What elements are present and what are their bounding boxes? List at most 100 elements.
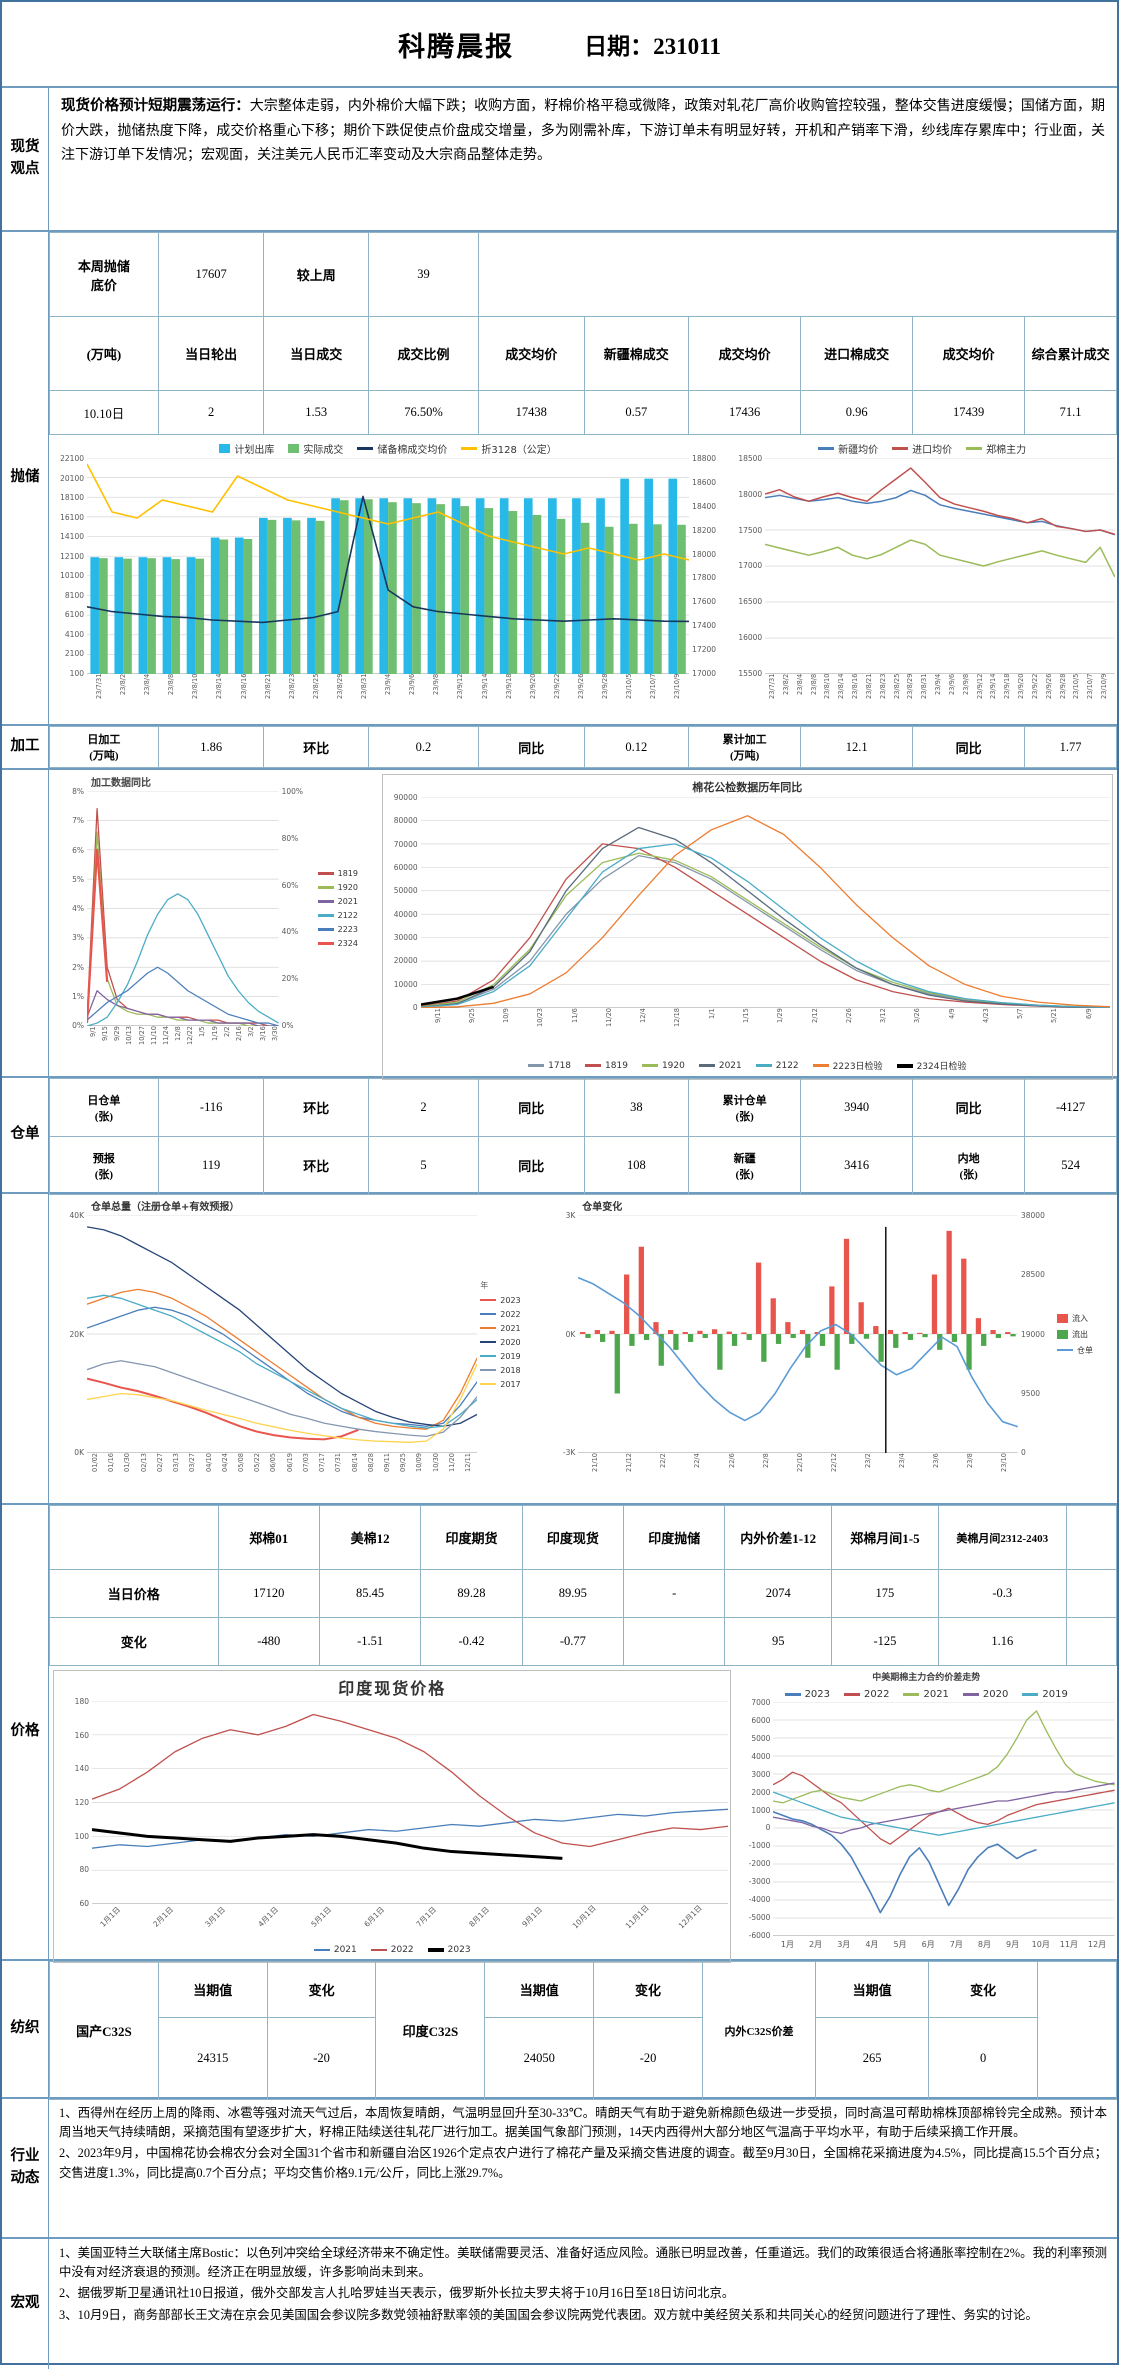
x-axis: 23/7/31 23/8/2 23/8/4 23/8/8 23/8/10 23/8/14 2… (95, 674, 682, 700)
legend-swatch (480, 1354, 497, 1358)
legend-swatch (892, 447, 909, 450)
section-label: 加工 (2, 726, 49, 768)
report-header: 科腾晨报 日期：231011 (2, 2, 1117, 88)
table-cell: 524 (1024, 1136, 1117, 1195)
vs-last-week-value: 39 (368, 232, 479, 317)
table-header-cell: 印度抛储 (623, 1505, 726, 1570)
vs-last-week-label: 较上周 (263, 232, 370, 317)
table-cell: 17120 (217, 1569, 320, 1618)
date-prefix: 日期： (584, 34, 654, 59)
legend-swatch (1056, 1329, 1068, 1339)
table-cell: 1.86 (157, 726, 265, 768)
y-axis: 90000 80000 70000 60000 50000 40000 30000 20000… (393, 793, 418, 1012)
legend-swatch (317, 900, 334, 903)
table-cell: 85.45 (318, 1569, 422, 1618)
table-cell: 0.2 (368, 726, 479, 768)
plot-area (765, 458, 1115, 674)
table-cell: 265 (815, 2017, 930, 2100)
empty-cell (1036, 1961, 1118, 2100)
legend-swatch (427, 1948, 444, 1952)
table-header-cell: 内外价差1-12 (724, 1505, 833, 1570)
legend-swatch (317, 914, 334, 917)
table-cell: 24315 (157, 2017, 268, 2100)
table-cell: 同比 (477, 1136, 585, 1195)
date-value: 231011 (653, 34, 721, 59)
table-cell: 0.57 (583, 390, 690, 435)
legend-swatch (896, 1063, 913, 1068)
reserve-floor-price-value: 17607 (157, 232, 265, 317)
legend-swatch (585, 1064, 602, 1067)
current-value-label: 当期值 (484, 1961, 595, 2018)
reserve-avg-price-chart: 新疆均价 进口均价 郑棉主力 18500 18000 17500 17000 16500 160… (727, 435, 1117, 724)
table-cell: 1.53 (263, 390, 370, 435)
legend-swatch (313, 1948, 330, 1952)
legend-swatch (480, 1312, 497, 1316)
chart-legend: 2021 2022 2023 (56, 1942, 728, 1960)
legend-swatch (903, 1693, 920, 1696)
table-cell: 71.1 (1024, 390, 1117, 435)
table-cell: 38 (583, 1078, 690, 1137)
table-cell: 2 (368, 1078, 479, 1137)
table-cell: 2 (157, 390, 265, 435)
table-cell: 0 (928, 2017, 1038, 2100)
legend-swatch (480, 1382, 497, 1386)
legend-swatch (370, 1948, 387, 1952)
y-axis: 18800 18600 18400 18200 18000 17800 17600 17400… (692, 454, 717, 678)
page-title: 科腾晨报 (398, 31, 515, 62)
legend-swatch (755, 1064, 772, 1067)
processing-table: 日加工 (万吨) 1.86 环比 0.2 同比 0.12 累计加工 (万吨) 1… (49, 726, 1117, 768)
x-axis: 1月 2月 3月 4月 5月 6月 7月 8月 9月 10月 11月 12月 (780, 1940, 1107, 1949)
legend-swatch (962, 1693, 979, 1696)
table-header-cell: 印度现货 (521, 1505, 625, 1570)
section-textile: 纺织 国产C32S 当期值 变化 印度C32S 当期值 变化 内外C32S价差 … (2, 1961, 1118, 2100)
table-cell: 同比 (912, 1078, 1026, 1137)
legend-swatch (461, 447, 478, 450)
section-label: 宏观 (2, 2239, 49, 2369)
current-value-label: 当期值 (157, 1961, 268, 2018)
chart-legend: 2023 2022 2021 2020 2019 (737, 1685, 1115, 1702)
news-item: 2、2023年9月，中国棉花协会棉农分会对全国31个省市和新疆自治区1926个定… (59, 2146, 1107, 2180)
table-cell: 1.16 (937, 1617, 1067, 1666)
section-price: 价格 郑棉01 美棉12 印度期货 印度现货 印度抛储 内外价差1-12 郑棉月… (2, 1505, 1118, 1963)
section-label: 抛储 (2, 232, 49, 724)
legend-swatch (357, 447, 374, 450)
section-receipts: 仓单 日仓单 (张) -116 环比 2 同比 38 累计仓单 (张) 3940… (2, 1078, 1117, 1195)
xinjiang-label: 新疆 (张) (688, 1136, 802, 1195)
receipt-total-chart: 仓单总量（注册仓单+有效预报） 40K 20K 0K 年 2023 2022 2021 2020… (49, 1194, 540, 1503)
y-axis: 100% 80% 60% 40% 20% 0% (281, 787, 304, 1030)
price-charts-row: 印度现货价格 180 160 140 120 100 80 60 1月1日 2月1日 3月1日 4月1… (49, 1666, 1117, 1963)
table-cell: 0.12 (583, 726, 690, 768)
legend-swatch (317, 886, 334, 889)
legend-swatch (317, 942, 334, 945)
cum-receipt-label: 累计仓单 (张) (688, 1078, 802, 1137)
table-header-cell: 当日轮出 (157, 316, 265, 391)
report-date: 日期：231011 (584, 27, 721, 61)
x-axis: 1月1日 2月1日 3月1日 4月1日 5月1日 6月1日 7月1日 8月1日 9月1日 10月1… (98, 1904, 704, 1931)
table-header-cell: 当日成交 (263, 316, 370, 391)
legend-swatch (818, 447, 835, 450)
legend-swatch (1056, 1313, 1068, 1323)
legend-swatch (844, 1693, 861, 1696)
table-cell: -1.51 (318, 1617, 422, 1666)
legend-swatch (698, 1064, 715, 1067)
forecast-label: 预报 (张) (49, 1136, 159, 1195)
table-cell: 175 (831, 1569, 939, 1618)
legend-swatch (480, 1340, 497, 1344)
chart-title: 印度现货价格 (338, 1681, 447, 1698)
us-cn-spread-chart: 中美期棉主力合约价差走势 2023 2022 2021 2020 2019 7000 6000… (735, 1666, 1117, 1959)
change-label: 变化 (266, 1961, 377, 2018)
table-cell: -0.3 (937, 1569, 1067, 1618)
empty-cell (1065, 1505, 1118, 1570)
section-processing-charts: 加工数据同比 8% 7% 6% 5% 4% 3% 2% 1% 0% 100% 80% 60% 40% 20%… (2, 770, 1117, 1080)
table-cell: 119 (157, 1136, 265, 1195)
y-axis: 22100 20100 18100 16100 14100 12100 10100 8100 6… (60, 454, 84, 678)
table-header-cell: (万吨) (49, 316, 159, 391)
chart-legend: 年 2023 2022 2021 2020 2019 2018 2017 (480, 1280, 521, 1389)
legend-swatch (288, 444, 300, 453)
table-cell: 17438 (477, 390, 585, 435)
table-header-cell: 美棉12 (318, 1505, 422, 1570)
y-axis: 7000 6000 5000 4000 3000 2000 1000 0 -1000 -2000-… (748, 1698, 771, 1940)
change-label: 变化 (593, 1961, 703, 2018)
legend-swatch (480, 1368, 497, 1372)
plot-area (421, 797, 1110, 1008)
